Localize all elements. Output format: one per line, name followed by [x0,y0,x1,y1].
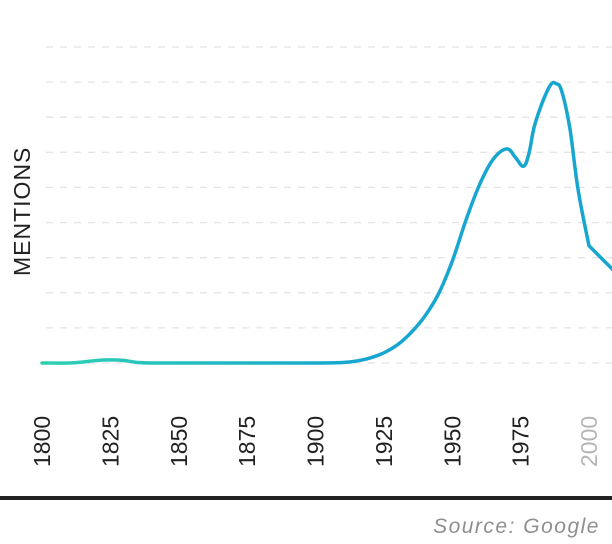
bottom-rule [0,496,612,500]
source-note: Source: Google [433,515,600,538]
x-tick-label: 1900 [303,416,329,467]
x-axis-ticks: 1800 1825 1850 1875 1900 1925 1950 1975 2000 [29,416,602,467]
x-tick-label: 1825 [97,416,123,467]
x-tick-label: 1925 [371,416,397,467]
mentions-series-line [40,80,612,365]
gridlines [46,46,612,364]
x-tick-label: 1975 [508,416,534,467]
y-axis-label: MENTIONS [9,147,35,276]
x-tick-label: 2000 [576,416,602,467]
x-tick-label: 1875 [234,416,260,467]
x-tick-label: 1800 [29,416,55,467]
x-tick-label: 1950 [439,416,465,467]
x-tick-label: 1850 [166,416,192,467]
